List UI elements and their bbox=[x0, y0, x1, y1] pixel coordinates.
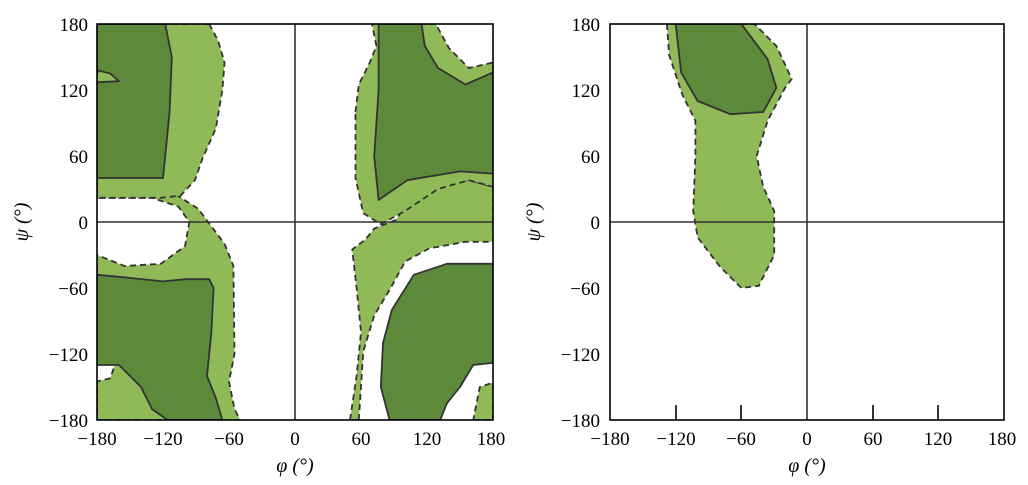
left-x-axis-title: φ (°) bbox=[276, 455, 314, 477]
left-y-tick-label: 180 bbox=[60, 15, 89, 36]
left-y-tick-label: 120 bbox=[60, 81, 89, 102]
right-y-tick-label: −180 bbox=[561, 411, 600, 432]
left-y-tick-label: −180 bbox=[49, 411, 88, 432]
right-y-tick-label: 60 bbox=[581, 147, 600, 168]
right-x-tick-label: −180 bbox=[590, 429, 629, 450]
right-y-tick-label: −60 bbox=[570, 279, 600, 300]
left-x-tick-label: 0 bbox=[290, 429, 300, 450]
left-panel: −180 −120 −60 0 60 120 180 180 120 60 0 … bbox=[11, 15, 505, 477]
left-y-tick-labels: 180 120 60 0 −60 −120 −180 bbox=[49, 15, 88, 432]
left-y-tick-label: −60 bbox=[58, 279, 88, 300]
left-x-tick-label: 180 bbox=[477, 429, 506, 450]
left-y-tick-label: −120 bbox=[49, 345, 88, 366]
left-x-tick-label: −60 bbox=[214, 429, 244, 450]
right-favored-region bbox=[674, 24, 778, 116]
left-regions bbox=[97, 24, 493, 420]
left-favored-region bbox=[97, 273, 224, 420]
right-x-tick-label: 0 bbox=[802, 429, 812, 450]
right-x-tick-labels: −180 −120 −60 0 60 120 180 bbox=[590, 429, 1016, 450]
left-x-tick-label: −180 bbox=[77, 429, 116, 450]
left-allowed-region bbox=[349, 179, 493, 420]
left-y-tick-label: 0 bbox=[79, 213, 89, 234]
right-plot-frame bbox=[609, 23, 1005, 421]
left-x-tick-label: −120 bbox=[143, 429, 182, 450]
left-x-tick-label: 120 bbox=[413, 429, 442, 450]
right-panel: −180 −120 −60 0 60 120 180 180 120 60 0 … bbox=[523, 15, 1016, 477]
left-favored-region bbox=[373, 24, 493, 201]
right-x-tick-label: 180 bbox=[988, 429, 1017, 450]
left-x-tick-labels: −180 −120 −60 0 60 120 180 bbox=[77, 429, 505, 450]
right-y-axis-title: ψ (°) bbox=[523, 202, 545, 241]
right-x-tick-label: −60 bbox=[726, 429, 756, 450]
right-y-tick-labels: 180 120 60 0 −60 −120 −180 bbox=[561, 15, 600, 432]
left-plot-frame bbox=[96, 23, 494, 421]
left-y-tick-label: 60 bbox=[69, 147, 88, 168]
left-y-axis-title: ψ (°) bbox=[11, 202, 33, 241]
right-x-tick-label: 60 bbox=[864, 429, 883, 450]
right-y-tick-label: 0 bbox=[591, 213, 601, 234]
right-regions bbox=[666, 24, 793, 289]
right-y-tick-label: 120 bbox=[572, 81, 601, 102]
right-y-tick-label: −120 bbox=[561, 345, 600, 366]
left-allowed-region bbox=[472, 381, 493, 420]
left-favored-region bbox=[97, 24, 173, 179]
right-x-axis-title: φ (°) bbox=[788, 455, 826, 477]
left-x-tick-label: 60 bbox=[352, 429, 371, 450]
right-x-tick-label: 120 bbox=[924, 429, 953, 450]
right-y-tick-label: 180 bbox=[572, 15, 601, 36]
right-x-tick-label: −120 bbox=[656, 429, 695, 450]
right-x-ticks bbox=[675, 405, 939, 420]
left-favored-region bbox=[379, 262, 493, 420]
